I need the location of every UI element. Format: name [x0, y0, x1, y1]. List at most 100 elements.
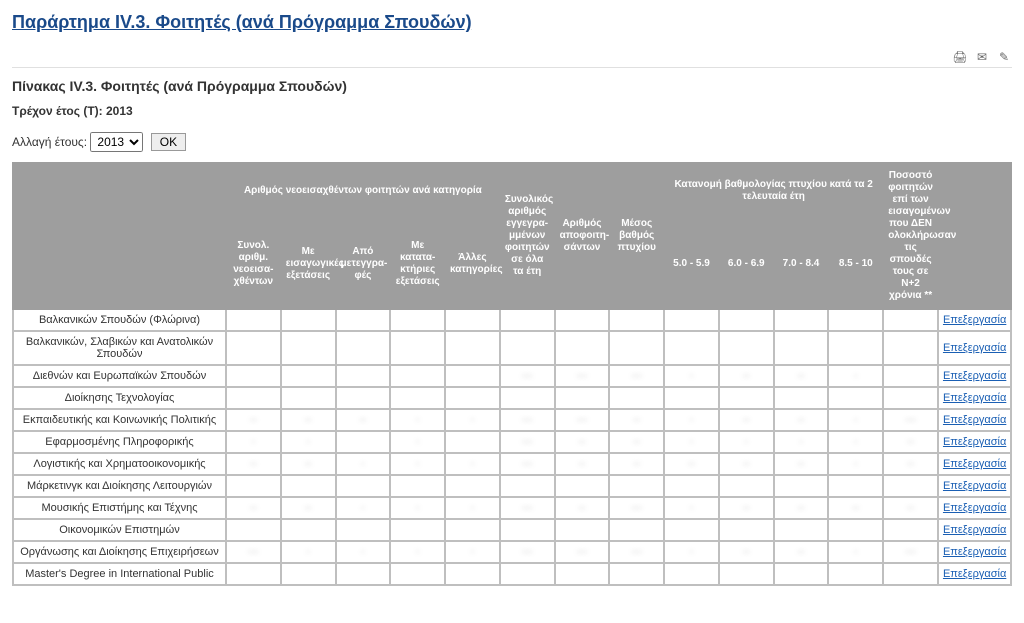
data-cell — [609, 475, 664, 497]
data-cell: · — [445, 453, 500, 475]
data-cell — [883, 563, 938, 585]
edit-cell: Επεξεργασία — [938, 563, 1011, 585]
data-cell — [883, 309, 938, 331]
data-cell — [226, 475, 281, 497]
data-cell — [664, 331, 719, 365]
data-cell — [828, 331, 883, 365]
data-cell — [774, 331, 829, 365]
col-katataktiries: Με κατατα-κτήριες εξετάσεις — [390, 218, 445, 309]
data-cell: ··· — [883, 409, 938, 431]
row-label: Βαλκανικών, Σλαβικών και Ανατολικών Σπου… — [13, 331, 226, 365]
edit-link[interactable]: Επεξεργασία — [943, 546, 1006, 558]
data-cell — [609, 331, 664, 365]
data-cell: ·· — [555, 497, 610, 519]
data-cell — [226, 563, 281, 585]
data-cell: ·· — [664, 453, 719, 475]
edit-icon[interactable]: ✎ — [996, 49, 1012, 65]
data-cell — [390, 387, 445, 409]
data-cell — [500, 387, 555, 409]
data-cell: ·· — [719, 365, 774, 387]
print-icon[interactable]: 🖨 — [952, 49, 968, 65]
data-cell: ·· — [719, 453, 774, 475]
edit-link[interactable]: Επεξεργασία — [943, 568, 1006, 580]
data-cell — [719, 519, 774, 541]
table-title: Πίνακας IV.3. Φοιτητές (ανά Πρόγραμμα Σπ… — [12, 78, 1012, 94]
table-row: Βαλκανικών Σπουδών (Φλώρινα) Επεξεργασία — [13, 309, 1011, 331]
data-cell: · — [828, 365, 883, 387]
data-cell: · — [445, 497, 500, 519]
data-cell — [555, 387, 610, 409]
data-cell: ·· — [719, 409, 774, 431]
data-cell: ·· — [226, 453, 281, 475]
table-row: Λογιστικής και Χρηματοοικονομικής·······… — [13, 453, 1011, 475]
col-70-84: 7.0 - 8.4 — [774, 218, 829, 309]
data-cell — [664, 519, 719, 541]
edit-link[interactable]: Επεξεργασία — [943, 414, 1006, 426]
data-cell — [609, 519, 664, 541]
data-cell — [281, 387, 336, 409]
col-total-new: Συνολ. αριθμ. νεοεισα-χθέντων — [226, 218, 281, 309]
edit-cell: Επεξεργασία — [938, 541, 1011, 563]
data-cell: · — [828, 453, 883, 475]
edit-link[interactable]: Επεξεργασία — [943, 480, 1006, 492]
row-label: Βαλκανικών Σπουδών (Φλώρινα) — [13, 309, 226, 331]
data-cell — [828, 387, 883, 409]
data-cell: ·· — [719, 497, 774, 519]
col-total-enrolled: Συνολικός αριθμός εγγεγρα-μμένων φοιτητώ… — [500, 163, 555, 309]
edit-link[interactable]: Επεξεργασία — [943, 458, 1006, 470]
edit-cell: Επεξεργασία — [938, 387, 1011, 409]
data-cell — [445, 309, 500, 331]
data-cell: ·· — [774, 409, 829, 431]
col-graduates: Αριθμός αποφοιτη-σάντων — [555, 163, 610, 309]
year-select[interactable]: 2013 — [90, 132, 143, 152]
data-cell: · — [445, 541, 500, 563]
ok-button[interactable]: OK — [151, 133, 186, 151]
data-cell — [774, 387, 829, 409]
edit-cell: Επεξεργασία — [938, 309, 1011, 331]
data-cell — [609, 387, 664, 409]
table-row: Διεθνών και Ευρωπαϊκών Σπουδών··········… — [13, 365, 1011, 387]
data-cell: ··· — [609, 365, 664, 387]
data-cell: ·· — [774, 365, 829, 387]
data-cell: · — [664, 541, 719, 563]
data-cell: · — [336, 541, 391, 563]
data-cell — [664, 475, 719, 497]
row-label: Οικονομικών Επιστημών — [13, 519, 226, 541]
data-cell: ··· — [883, 541, 938, 563]
data-cell — [281, 365, 336, 387]
edit-link[interactable]: Επεξεργασία — [943, 436, 1006, 448]
table-row: Εκπαιδευτικής και Κοινωνικής Πολιτικής··… — [13, 409, 1011, 431]
edit-link[interactable]: Επεξεργασία — [943, 524, 1006, 536]
col-50-59: 5.0 - 5.9 — [664, 218, 719, 309]
data-cell — [719, 475, 774, 497]
data-cell — [281, 563, 336, 585]
table-row: Βαλκανικών, Σλαβικών και Ανατολικών Σπου… — [13, 331, 1011, 365]
col-85-10: 8.5 - 10 — [828, 218, 883, 309]
data-cell: · — [664, 365, 719, 387]
data-cell: · — [664, 497, 719, 519]
mail-icon[interactable]: ✉ — [974, 49, 990, 65]
data-cell — [390, 331, 445, 365]
toolbar: 🖨 ✉ ✎ — [12, 45, 1012, 68]
data-cell — [774, 563, 829, 585]
data-cell — [445, 563, 500, 585]
row-label: Οργάνωσης και Διοίκησης Επιχειρήσεων — [13, 541, 226, 563]
edit-link[interactable]: Επεξεργασία — [943, 502, 1006, 514]
data-cell: ··· — [500, 365, 555, 387]
data-cell: ·· — [226, 409, 281, 431]
edit-link[interactable]: Επεξεργασία — [943, 342, 1006, 354]
data-cell: · — [336, 497, 391, 519]
edit-link[interactable]: Επεξεργασία — [943, 314, 1006, 326]
edit-link[interactable]: Επεξεργασία — [943, 392, 1006, 404]
data-cell — [281, 519, 336, 541]
data-cell — [500, 519, 555, 541]
row-label: Λογιστικής και Χρηματοοικονομικής — [13, 453, 226, 475]
page-title[interactable]: Παράρτημα IV.3. Φοιτητές (ανά Πρόγραμμα … — [12, 12, 1012, 33]
data-cell: · — [828, 431, 883, 453]
data-cell — [226, 309, 281, 331]
edit-link[interactable]: Επεξεργασία — [943, 370, 1006, 382]
data-cell: · — [664, 431, 719, 453]
edit-cell: Επεξεργασία — [938, 331, 1011, 365]
data-cell — [774, 519, 829, 541]
data-cell — [664, 309, 719, 331]
